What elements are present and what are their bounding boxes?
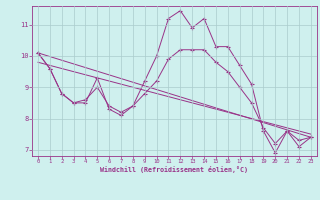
X-axis label: Windchill (Refroidissement éolien,°C): Windchill (Refroidissement éolien,°C) — [100, 166, 248, 173]
